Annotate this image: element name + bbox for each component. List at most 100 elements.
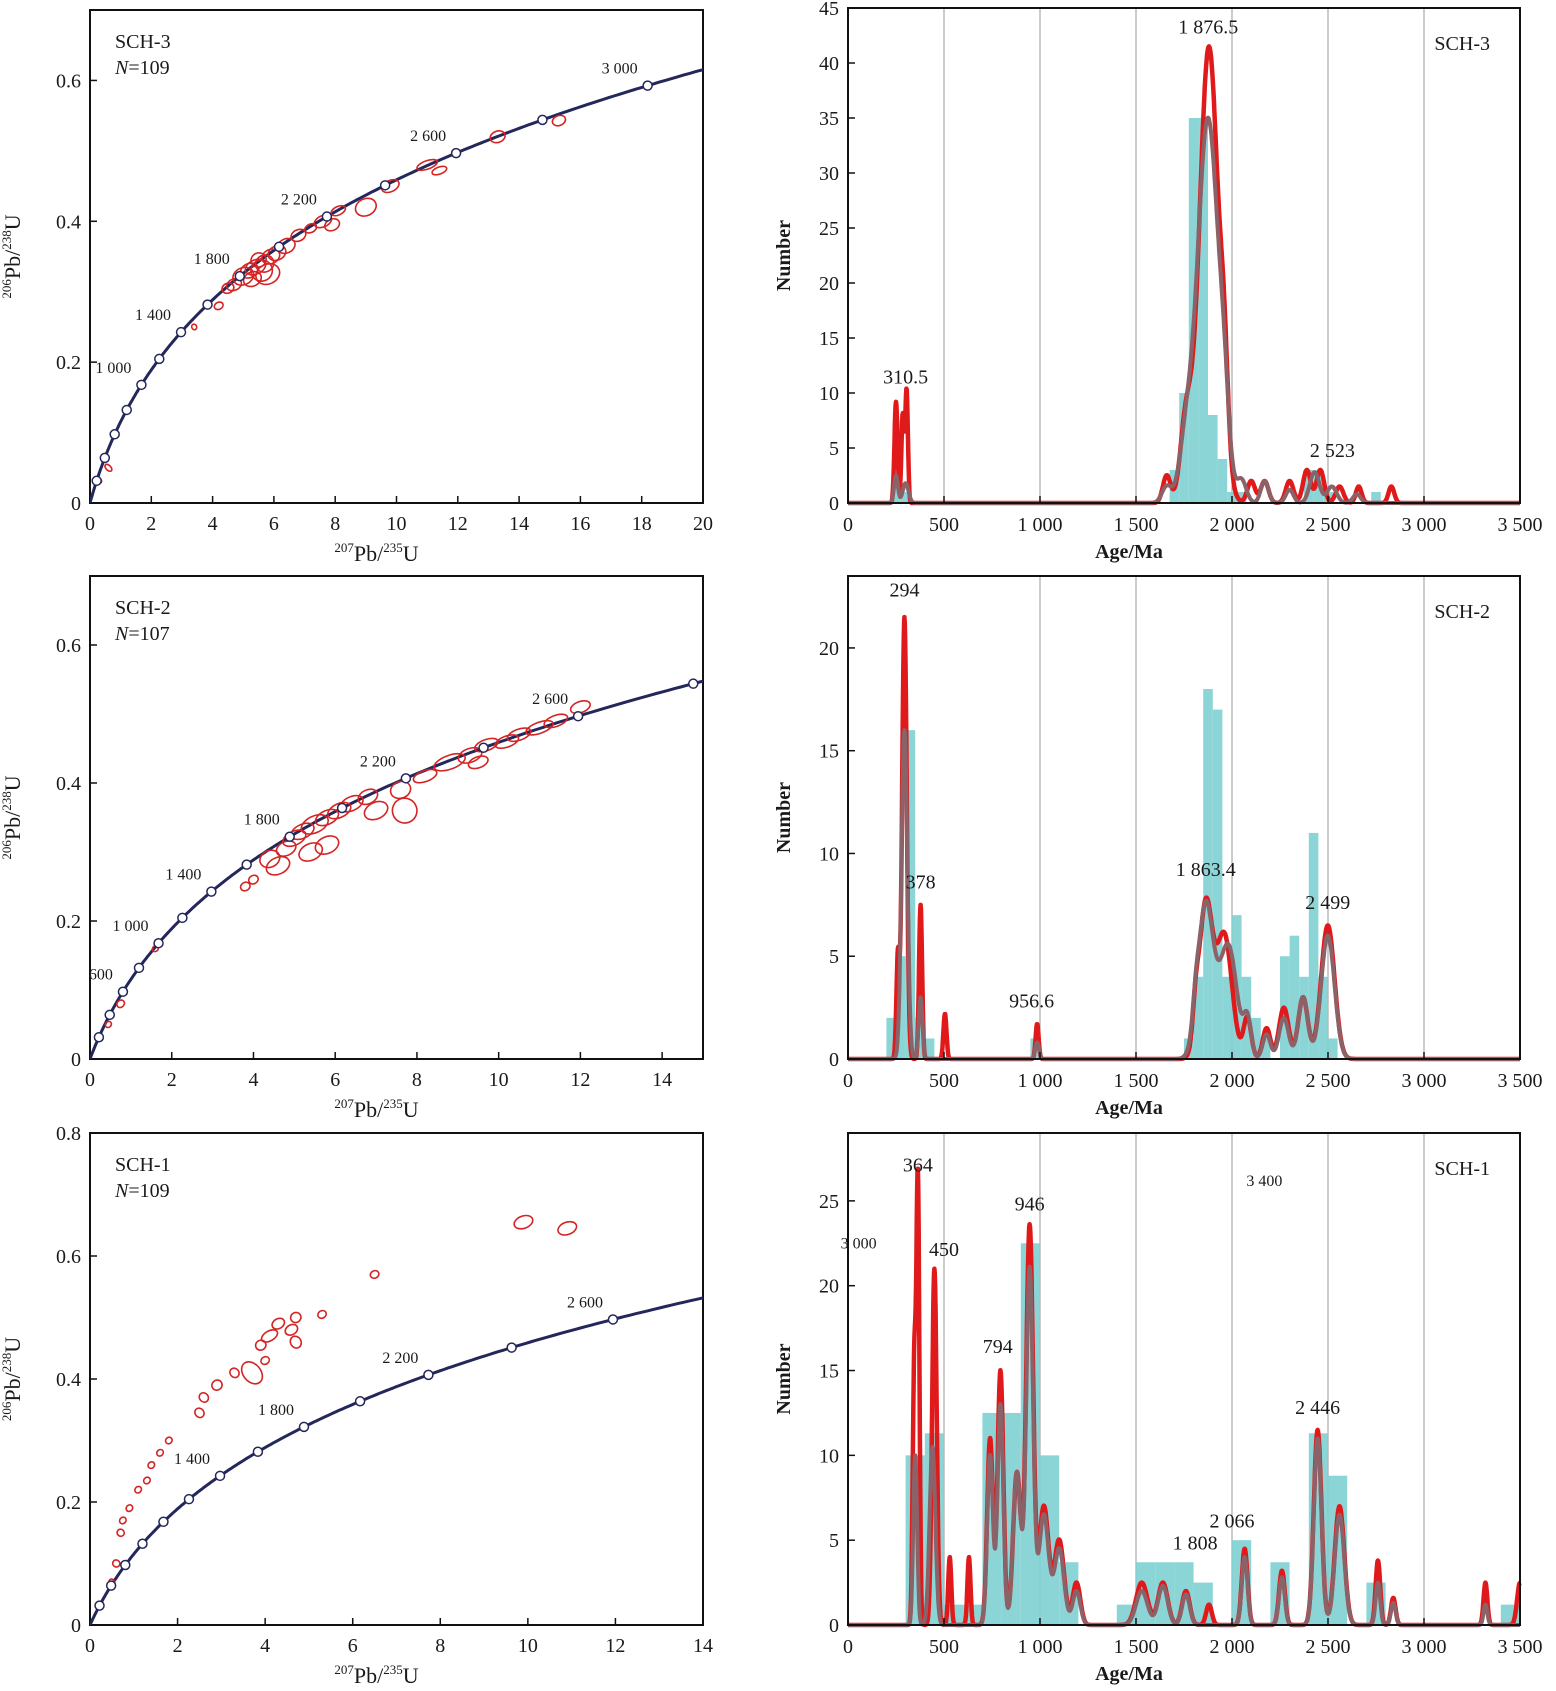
age-marker xyxy=(99,452,111,464)
peak-age-label: 310.5 xyxy=(883,367,928,389)
x-tick-label: 1 500 xyxy=(1114,1070,1159,1092)
age-marker xyxy=(214,1470,226,1482)
plot-area xyxy=(90,678,703,1059)
sample-label: SCH-2 xyxy=(115,597,171,619)
x-tick-label: 0 xyxy=(85,1069,95,1091)
age-marker xyxy=(252,1446,264,1457)
peak-age-label: 946 xyxy=(1015,1193,1045,1215)
error-ellipse xyxy=(289,1335,303,1349)
plot-area xyxy=(90,68,703,503)
plot-frame xyxy=(847,7,1521,504)
histogram-bar xyxy=(905,730,916,1059)
sample-label: SCH-1 xyxy=(1434,1158,1490,1180)
error-ellipse xyxy=(284,1323,299,1336)
x-tick-label: 0 xyxy=(843,514,853,536)
age-label: 2 600 xyxy=(410,128,446,145)
error-ellipse xyxy=(239,881,251,892)
y-tick-label: 0 xyxy=(71,493,81,515)
isotope-symbol: U xyxy=(0,1337,25,1353)
histogram-bar xyxy=(891,481,901,503)
peak-age-label: 364 xyxy=(903,1154,933,1176)
x-tick-label: 500 xyxy=(929,1070,959,1092)
isotope-mass-superscript: 206 xyxy=(0,1401,14,1421)
y-tick-label: 20 xyxy=(819,273,839,295)
histogram-bar xyxy=(1203,689,1213,1059)
age-label: 3 000 xyxy=(602,61,638,78)
histogram-bar xyxy=(1193,1582,1213,1625)
y-tick-label: 10 xyxy=(819,843,839,865)
n-label: N=109 xyxy=(114,57,170,79)
y-tick-label: 10 xyxy=(819,1445,839,1467)
n-value: =107 xyxy=(128,623,169,645)
age-marker xyxy=(234,270,246,282)
concordia-curve xyxy=(90,1296,703,1625)
histogram-bar xyxy=(1318,976,1328,1059)
y-axis-title: Number xyxy=(773,220,795,291)
age-marker xyxy=(177,912,188,924)
age-marker xyxy=(1065,1225,1074,1234)
x-axis-title: Age/Ma xyxy=(1095,541,1163,563)
error-ellipse xyxy=(250,259,274,282)
error-ellipse xyxy=(433,752,466,772)
age-marker xyxy=(423,1369,434,1381)
error-ellipse xyxy=(489,130,506,144)
age-marker xyxy=(688,678,699,689)
isotope-symbol: U xyxy=(403,1097,419,1122)
isotope-symbol: Pb/ xyxy=(354,1097,384,1122)
histogram-bar xyxy=(900,492,911,503)
age-marker xyxy=(93,1032,105,1043)
x-tick-label: 12 xyxy=(570,1069,590,1091)
x-tick-label: 6 xyxy=(330,1069,340,1091)
y-tick-label: 20 xyxy=(819,1276,839,1298)
x-tick-label: 10 xyxy=(518,1635,538,1657)
isotope-mass-superscript: 235 xyxy=(383,540,403,555)
x-tick-label: 16 xyxy=(570,513,590,535)
x-tick-label: 12 xyxy=(605,1635,625,1657)
age-marker xyxy=(537,114,548,126)
error-ellipse xyxy=(314,808,340,827)
histogram-bar xyxy=(915,1017,925,1059)
y-tick-label: 0.8 xyxy=(56,1123,81,1145)
error-ellipse xyxy=(254,1339,267,1351)
peak-age-label: 1 863.4 xyxy=(1176,859,1236,881)
age-marker xyxy=(572,710,584,722)
isotope-mass-superscript: 235 xyxy=(383,1662,403,1677)
age-marker xyxy=(1288,1193,1297,1202)
probability-density-curve xyxy=(846,1166,1522,1628)
sample-label: SCH-3 xyxy=(115,31,171,53)
error-ellipse xyxy=(155,1448,165,1457)
error-ellipse xyxy=(298,842,324,862)
n-symbol: N xyxy=(114,1180,130,1202)
error-ellipse xyxy=(134,1485,143,1494)
x-tick-label: 10 xyxy=(489,1069,509,1091)
age-marker xyxy=(137,1538,148,1549)
age-marker xyxy=(607,1314,619,1325)
error-ellipse xyxy=(412,768,438,784)
error-ellipse xyxy=(116,999,126,1009)
n-symbol: N xyxy=(114,57,130,79)
peak-age-label: 956.6 xyxy=(1009,991,1054,1013)
isotope-symbol: Pb/ xyxy=(354,1663,384,1688)
x-tick-label: 18 xyxy=(632,513,652,535)
x-tick-label: 6 xyxy=(348,1635,358,1657)
isotope-mass-superscript: 207 xyxy=(334,1662,354,1677)
y-tick-label: 0 xyxy=(829,493,839,515)
concordia-panel-sch2: 0 2 4 6 8 10 12 14 0 0.2 0.4 0.6 600 1 000 1 400 1 800 2… xyxy=(0,575,704,1122)
x-tick-label: 2 000 xyxy=(1210,1636,1255,1658)
x-tick-label: 2 000 xyxy=(1210,514,1255,536)
error-ellipse xyxy=(304,222,318,234)
y-tick-label: 0.6 xyxy=(56,70,81,92)
x-tick-label: 2 xyxy=(146,513,156,535)
probability-density-curve xyxy=(846,614,1522,1062)
x-tick-label: 10 xyxy=(387,513,407,535)
age-label: 2 600 xyxy=(532,691,568,708)
y-axis-title: Number xyxy=(773,782,795,853)
error-ellipse xyxy=(221,282,235,295)
x-tick-label: 0 xyxy=(85,513,95,535)
x-tick-label: 0 xyxy=(85,1635,95,1657)
x-tick-label: 4 xyxy=(208,513,218,535)
x-tick-label: 2 xyxy=(173,1635,183,1657)
x-tick-label: 4 xyxy=(260,1635,270,1657)
x-tick-label: 6 xyxy=(269,513,279,535)
x-tick-label: 2 500 xyxy=(1306,514,1351,536)
